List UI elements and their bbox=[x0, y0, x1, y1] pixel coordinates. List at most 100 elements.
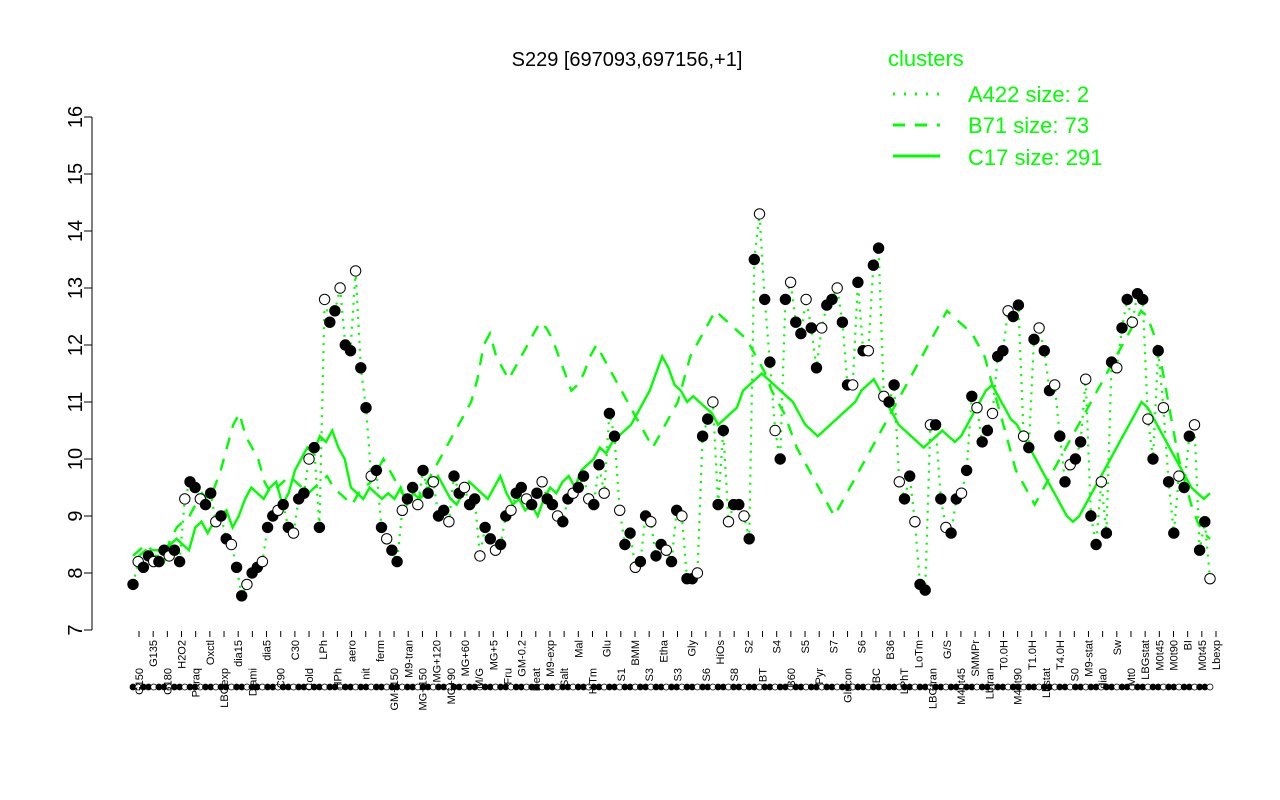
data-point bbox=[303, 453, 315, 465]
data-point bbox=[665, 555, 678, 568]
data-point bbox=[1074, 436, 1087, 448]
data-point bbox=[810, 362, 823, 374]
data-point bbox=[241, 578, 253, 591]
data-point bbox=[396, 504, 408, 516]
data-point bbox=[1111, 362, 1123, 374]
x-tick-label: S6 bbox=[857, 640, 869, 653]
data-point bbox=[1168, 527, 1180, 539]
data-point bbox=[598, 487, 610, 499]
x-tick-label: LBGtran bbox=[928, 668, 940, 709]
data-point bbox=[127, 578, 139, 591]
data-point bbox=[298, 487, 310, 499]
data-point bbox=[1173, 470, 1185, 482]
y-tick-label: 16 bbox=[65, 106, 87, 128]
data-point bbox=[624, 527, 636, 539]
x-tick-label: dia0 bbox=[1098, 668, 1110, 689]
y-tick-label: 8 bbox=[65, 567, 87, 578]
data-point bbox=[1162, 476, 1175, 488]
y-tick-label: 14 bbox=[65, 220, 87, 242]
data-point bbox=[370, 464, 383, 477]
data-point bbox=[448, 470, 460, 482]
x-tick-label: Oxctl bbox=[205, 640, 217, 665]
data-point bbox=[904, 470, 916, 482]
data-point bbox=[1012, 299, 1025, 311]
x-tick-label: S3 bbox=[673, 668, 685, 681]
data-point bbox=[795, 327, 807, 340]
data-point bbox=[691, 567, 704, 579]
x-tick-label: M9-exp bbox=[545, 640, 557, 677]
data-point bbox=[603, 407, 616, 420]
data-point bbox=[360, 402, 372, 414]
x-tick-label: C30 bbox=[290, 640, 302, 660]
data-point bbox=[277, 498, 289, 511]
data-point bbox=[696, 430, 709, 442]
data-point bbox=[494, 538, 507, 551]
data-point bbox=[898, 493, 911, 505]
data-point bbox=[334, 282, 346, 294]
data-point bbox=[1069, 453, 1082, 465]
x-axis: G150G135G180H2O2ParaqOxctlLBGexpdia15Dia… bbox=[129, 631, 1223, 711]
x-tick-label: GM-0.2 bbox=[517, 640, 529, 677]
data-point bbox=[867, 259, 880, 271]
data-point bbox=[986, 407, 999, 420]
data-point bbox=[443, 516, 455, 528]
y-tick-label: 9 bbox=[65, 510, 87, 521]
x-tick-label: S8 bbox=[729, 668, 741, 681]
data-point bbox=[391, 555, 403, 568]
data-point bbox=[479, 521, 491, 534]
data-point bbox=[324, 316, 336, 328]
x-tick-label: G135 bbox=[148, 640, 160, 667]
data-point bbox=[676, 510, 688, 522]
x-tick-label: Glu bbox=[602, 640, 614, 657]
x-tick-label: dia15 bbox=[233, 640, 245, 667]
x-tick-label: B60 bbox=[786, 668, 798, 688]
data-point bbox=[1183, 430, 1196, 442]
x-tick-label: nit bbox=[361, 668, 373, 680]
data-point bbox=[469, 493, 481, 505]
data-point bbox=[1178, 481, 1190, 494]
x-tick-label: MG+120 bbox=[432, 640, 444, 683]
x-tick-label: T0.0H bbox=[998, 640, 1010, 670]
data-point bbox=[645, 516, 657, 528]
data-point bbox=[929, 419, 942, 431]
x-tick-label: LPh bbox=[318, 640, 330, 660]
data-point bbox=[976, 436, 988, 448]
data-point bbox=[230, 561, 243, 573]
data-point bbox=[614, 504, 626, 516]
x-tick-label: T4.0H bbox=[1055, 640, 1067, 670]
data-point bbox=[526, 498, 538, 511]
data-point bbox=[831, 282, 843, 294]
x-tick-label: S1 bbox=[616, 668, 628, 681]
data-point bbox=[1204, 573, 1216, 585]
x-tick-label: GM+150 bbox=[389, 668, 401, 711]
data-point bbox=[1100, 527, 1113, 539]
data-point bbox=[505, 504, 517, 516]
data-point bbox=[748, 253, 760, 266]
x-tick-label: S2 bbox=[743, 640, 755, 653]
x-tick-label: HiOs bbox=[715, 640, 727, 665]
data-point bbox=[1054, 430, 1066, 442]
data-point bbox=[1049, 379, 1061, 391]
x-tick-label: LoTm bbox=[913, 640, 925, 668]
data-point bbox=[883, 396, 895, 408]
data-point bbox=[355, 362, 367, 374]
data-point bbox=[826, 293, 838, 306]
x-tick-label: M40t45 bbox=[956, 668, 968, 705]
data-point bbox=[945, 527, 957, 539]
data-point bbox=[634, 555, 647, 568]
x-tick-label: LPhT bbox=[899, 668, 911, 695]
x-tick-label: ferm bbox=[375, 640, 387, 662]
data-point bbox=[531, 487, 543, 499]
x-tick-label: M0t90 bbox=[1168, 640, 1180, 671]
data-point bbox=[588, 498, 600, 511]
data-point bbox=[593, 459, 605, 471]
data-point bbox=[406, 481, 419, 494]
y-tick-label: 12 bbox=[65, 334, 87, 356]
data-point bbox=[660, 544, 672, 556]
data-point bbox=[650, 550, 662, 562]
data-point bbox=[893, 476, 905, 488]
data-point bbox=[738, 510, 750, 522]
x-tick-label: S7 bbox=[828, 640, 840, 653]
x-tick-label: BC bbox=[871, 668, 883, 683]
x-tick-label: aero bbox=[347, 640, 359, 662]
